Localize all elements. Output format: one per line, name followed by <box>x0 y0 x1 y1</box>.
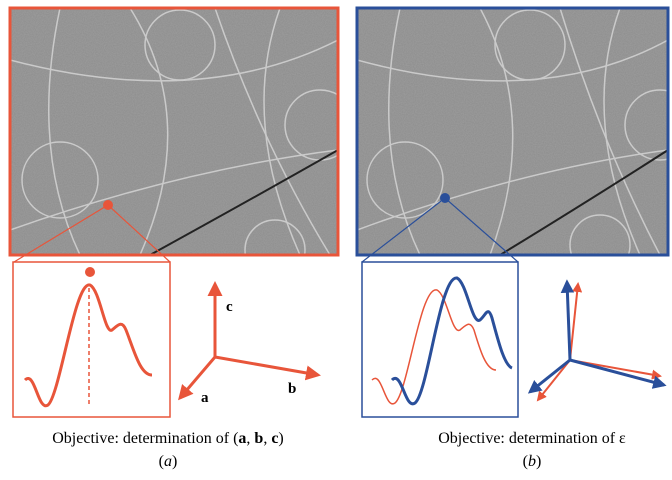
caption-vector: b <box>254 430 263 447</box>
axis-label: a <box>201 390 209 406</box>
frame-right <box>355 6 670 257</box>
axes-left <box>178 281 321 401</box>
label-letter: a <box>164 453 172 470</box>
panel-label: (b) <box>523 453 542 470</box>
zoom-lines <box>361 197 519 263</box>
zoom-lines <box>13 204 171 263</box>
label-text: ) <box>172 453 177 470</box>
axis-label: c <box>226 299 233 315</box>
caption-vector: a <box>238 430 246 447</box>
caption: Objective: determination of ε <box>438 430 626 447</box>
peak-dot <box>85 267 95 277</box>
caption-text: Objective: determination of ε <box>438 430 626 447</box>
caption-text: ) <box>278 430 283 447</box>
profile-ref <box>371 289 497 405</box>
label-letter: b <box>528 453 536 470</box>
micrograph-left <box>10 8 338 255</box>
frame-left <box>8 6 340 257</box>
caption-text: Objective: determination of ( <box>52 430 238 447</box>
label-text: ) <box>536 453 541 470</box>
profile <box>23 283 153 408</box>
axis-label: b <box>288 381 296 397</box>
inset-right <box>361 261 519 418</box>
caption-text: , <box>246 430 254 447</box>
caption-vector: c <box>271 430 278 447</box>
caption: Objective: determination of (a, b, c) <box>52 430 284 447</box>
micrograph-right <box>357 8 668 255</box>
caption-text: , <box>263 430 271 447</box>
label-text: ( <box>159 453 164 470</box>
axes-ref <box>536 282 662 402</box>
axes-right <box>527 279 667 394</box>
profile <box>390 276 513 406</box>
label-text: ( <box>523 453 528 470</box>
panel-label: (a) <box>159 453 178 470</box>
